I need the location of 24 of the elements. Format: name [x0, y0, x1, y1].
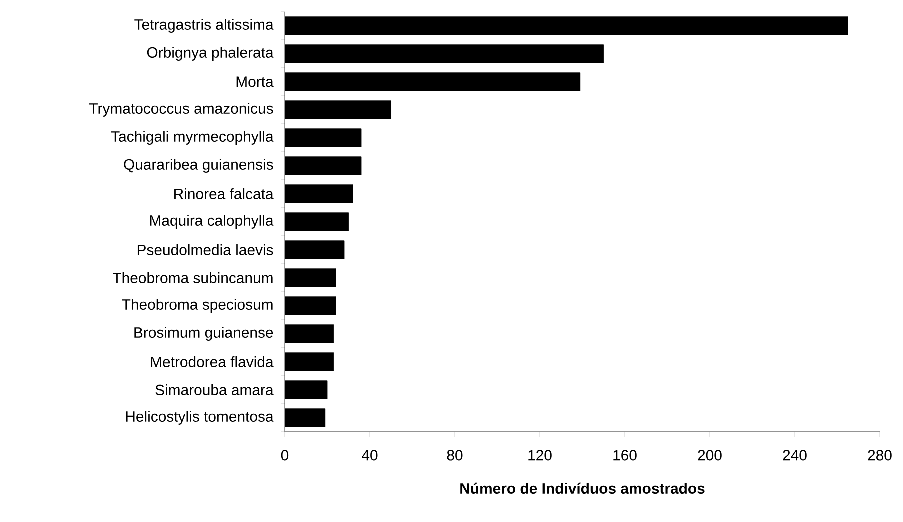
x-tick-label: 120	[528, 450, 552, 461]
x-tick-label: 80	[447, 450, 463, 461]
y-tick-label: Tetragastris altissima	[134, 19, 274, 33]
y-tick-label: Morta	[236, 76, 274, 88]
y-tick-label: Maquira calophylla	[150, 215, 274, 229]
y-tick-label: Simarouba amara	[156, 384, 274, 396]
x-tick-label: 0	[281, 450, 289, 461]
x-axis-title: Número de Indivíduos amostrados	[460, 482, 705, 494]
y-tick-label: Helicostylis tomentosa	[126, 411, 274, 425]
x-tick-label: 280	[868, 450, 892, 461]
y-tick-label: Rinorea falcata	[174, 188, 274, 200]
y-tick-label: Tachigali myrmecophylla	[111, 131, 274, 145]
y-tick-label: Theobroma speciosum	[122, 299, 273, 313]
y-tick-label: Metrodorea flavida	[151, 356, 274, 368]
y-tick-label: Orbignya phalerata	[147, 47, 274, 61]
x-tick-label: 240	[783, 450, 807, 461]
x-tick-label: 200	[698, 450, 722, 461]
y-tick-label: Pseudolmedia laevis	[138, 244, 274, 256]
x-tick-label: 40	[362, 450, 378, 461]
y-tick-label: Theobroma subincanum	[113, 272, 273, 284]
y-tick-label: Trymatococcus amazonicus	[90, 103, 274, 117]
y-tick-label: Brosimum guianense	[134, 327, 274, 341]
x-tick-label: 160	[614, 450, 637, 461]
y-tick-label: Quararibea guianensis	[124, 159, 274, 173]
